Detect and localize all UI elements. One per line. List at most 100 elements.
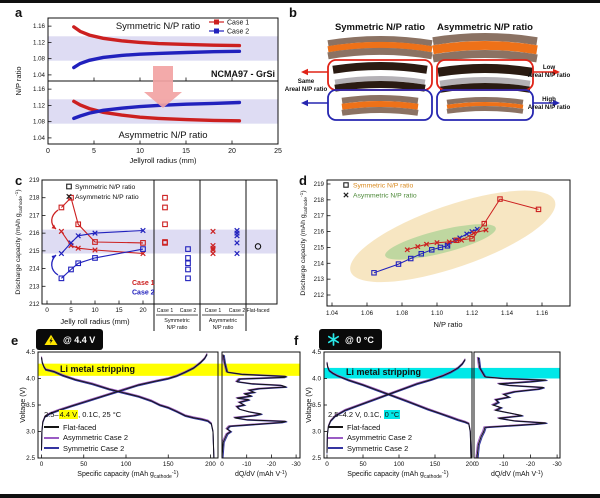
svg-text:3.5: 3.5 <box>312 402 321 409</box>
svg-text:50: 50 <box>80 461 88 468</box>
svg-text:2.5: 2.5 <box>26 455 35 462</box>
panel-e-voltage-profile-chart: 2.5 3.0 3.5 4.0 4.5 0 50 100 150 200 0 -10 -20 -30 Spe… <box>18 349 301 480</box>
condition-highlight: 4.4 V <box>58 410 79 419</box>
condition-highlight: 0 °C <box>383 410 401 419</box>
svg-text:10: 10 <box>136 148 144 155</box>
svg-text:1.16: 1.16 <box>536 310 549 317</box>
snowflake-icon <box>327 333 340 346</box>
svg-text:15: 15 <box>182 148 190 155</box>
flat-faced-line-swatch <box>44 426 59 429</box>
svg-text:15: 15 <box>115 307 123 314</box>
condition-pre: 2.5–4.2 V, 0.1C, <box>328 410 384 419</box>
high-voltage-badge: @ 4.4 V <box>36 329 104 350</box>
legend-label: Symmetric Case 2 <box>347 443 409 453</box>
svg-text:216: 216 <box>29 230 40 237</box>
legend-row: Flat-faced <box>328 422 412 433</box>
svg-text:215: 215 <box>29 248 40 255</box>
svg-text:217: 217 <box>314 213 325 220</box>
panel-label-d: d <box>299 173 307 188</box>
legend-row: Flat-faced <box>44 422 128 433</box>
svg-text:219: 219 <box>314 181 325 188</box>
svg-text:212: 212 <box>29 301 40 308</box>
svg-text:-10: -10 <box>499 461 509 468</box>
svg-text:Case 1: Case 1 <box>205 308 222 314</box>
svg-text:20: 20 <box>139 307 147 314</box>
svg-text:1.10: 1.10 <box>431 310 444 317</box>
svg-text:1.08: 1.08 <box>33 56 46 63</box>
asymmetric-line-swatch <box>44 436 59 439</box>
svg-text:-10: -10 <box>242 461 252 468</box>
svg-text:Symmetric N/P ratio: Symmetric N/P ratio <box>335 22 425 33</box>
svg-text:Case 1: Case 1 <box>157 308 174 314</box>
svg-text:150: 150 <box>430 461 441 468</box>
svg-text:216: 216 <box>314 229 325 236</box>
svg-text:3.0: 3.0 <box>312 429 321 436</box>
svg-text:dQ/dV (mAh V-1): dQ/dV (mAh V-1) <box>491 470 543 478</box>
flat-faced-line-swatch <box>328 426 343 429</box>
svg-text:1.16: 1.16 <box>33 23 46 30</box>
svg-text:1.08: 1.08 <box>396 310 409 317</box>
svg-text:214: 214 <box>29 266 40 273</box>
svg-text:N/P ratio: N/P ratio <box>167 325 188 331</box>
svg-text:213: 213 <box>29 283 40 290</box>
svg-text:Case 2: Case 2 <box>227 29 249 36</box>
legend-row: Asymmetric Case 2 <box>44 433 128 444</box>
svg-text:3.0: 3.0 <box>26 429 35 436</box>
svg-text:N/P ratio: N/P ratio <box>433 320 462 329</box>
panel-d-capacity-vs-np-chart: 1.04 1.06 1.08 1.10 1.12 1.14 1.16 212 213 214 215… <box>299 179 571 329</box>
svg-text:1.08: 1.08 <box>33 119 46 126</box>
svg-text:Specific capacity (mAh gcathod: Specific capacity (mAh gcathode-1) <box>347 470 448 480</box>
svg-text:215: 215 <box>314 244 325 251</box>
svg-text:Discharge capacity (mAh gcatho: Discharge capacity (mAh gcathode-1) <box>14 189 24 294</box>
svg-text:100: 100 <box>121 461 132 468</box>
svg-text:0: 0 <box>220 461 224 468</box>
svg-text:N/P ratio: N/P ratio <box>213 325 234 331</box>
legend-label: Flat-faced <box>347 422 381 432</box>
panel-e-legend: Flat-faced Asymmetric Case 2 Symmetric C… <box>44 422 128 454</box>
panel-e-condition: 2.5–4.4 V, 0.1C, 25 °C <box>44 410 121 419</box>
svg-text:-30: -30 <box>552 461 562 468</box>
svg-text:-30: -30 <box>291 461 301 468</box>
svg-text:212: 212 <box>314 292 325 299</box>
svg-text:N/P ratio: N/P ratio <box>14 66 23 95</box>
legend-row: Symmetric Case 2 <box>44 443 128 454</box>
svg-text:0: 0 <box>325 461 329 468</box>
svg-text:3.5: 3.5 <box>26 402 35 409</box>
svg-text:Flat-faced: Flat-faced <box>246 308 269 314</box>
panel-b-jellyroll-diagram: Symmetric N/P ratio Asymmetric N/P ratio S… <box>285 22 571 121</box>
svg-text:Low: Low <box>543 64 556 71</box>
svg-text:Symmetric N/P ratio: Symmetric N/P ratio <box>353 183 414 190</box>
svg-text:Jelly roll radius (mm): Jelly roll radius (mm) <box>60 317 130 326</box>
svg-text:High: High <box>542 96 556 103</box>
svg-text:Same: Same <box>298 78 315 85</box>
svg-text:Voltage (V): Voltage (V) <box>18 387 27 423</box>
svg-text:Discharge capacity (mAh gcatho: Discharge capacity (mAh gcathode-1) <box>299 190 309 295</box>
svg-text:Voltage (V): Voltage (V) <box>304 387 313 423</box>
symmetric-line-swatch <box>44 447 59 450</box>
panel-label-b: b <box>289 5 297 20</box>
symmetric-line-swatch <box>328 447 343 450</box>
panel-a-np-ratio-chart: 1.04 1.08 1.12 1.16 1.04 1.08 1.12 1.16 0 5 10 15 20… <box>14 17 282 165</box>
legend-label: Symmetric Case 2 <box>63 443 125 453</box>
legend-row: Asymmetric Case 2 <box>328 433 412 444</box>
badge-text: @ 4.4 V <box>63 334 96 345</box>
svg-text:Specific capacity (mAh gcathod: Specific capacity (mAh gcathode-1) <box>77 470 178 480</box>
panel-f-legend: Flat-faced Asymmetric Case 2 Symmetric C… <box>328 422 412 454</box>
svg-text:Areal N/P ratio: Areal N/P ratio <box>285 86 328 93</box>
svg-text:217: 217 <box>29 212 40 219</box>
svg-text:Symmetric N/P ratio: Symmetric N/P ratio <box>116 21 200 32</box>
svg-text:Areal N/P ratio: Areal N/P ratio <box>528 104 571 111</box>
svg-text:200: 200 <box>466 461 477 468</box>
svg-text:1.12: 1.12 <box>466 310 479 317</box>
svg-text:Symmetric: Symmetric <box>164 318 190 324</box>
svg-text:1.14: 1.14 <box>501 310 514 317</box>
svg-text:Case 1: Case 1 <box>132 280 155 287</box>
svg-text:1.04: 1.04 <box>33 72 46 79</box>
svg-text:20: 20 <box>228 148 236 155</box>
svg-text:Case 2: Case 2 <box>132 290 155 297</box>
legend-label: Asymmetric Case 2 <box>347 433 413 443</box>
svg-text:Jellyroll radius (mm): Jellyroll radius (mm) <box>129 156 197 165</box>
panel-label-c: c <box>15 173 23 188</box>
